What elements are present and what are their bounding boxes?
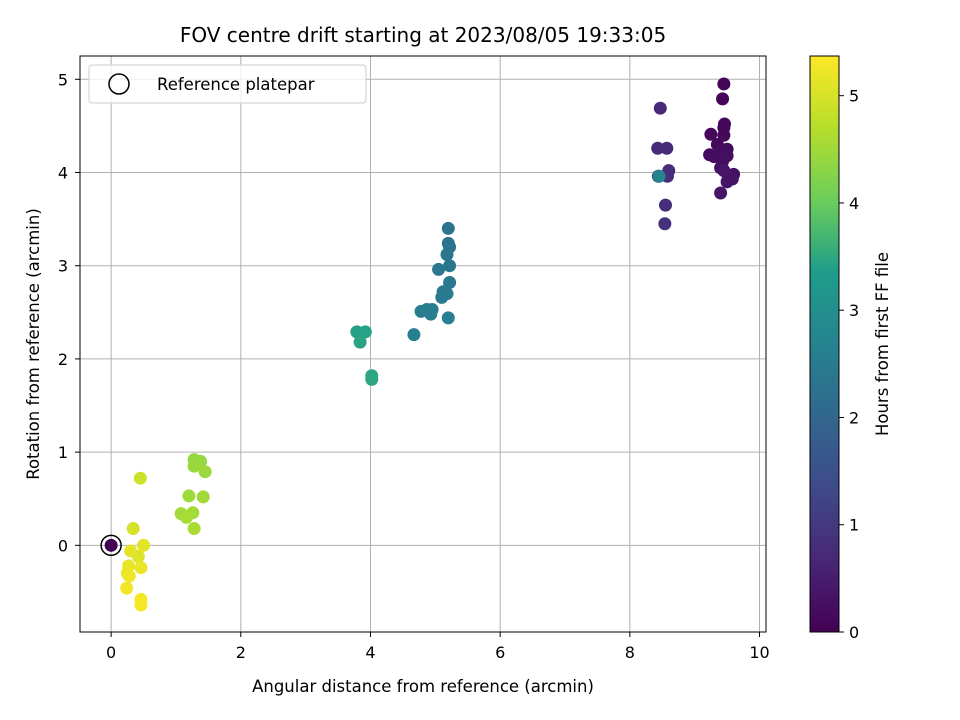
scatter-point	[179, 510, 193, 524]
scatter-point	[717, 164, 731, 178]
scatter-point	[137, 538, 151, 552]
x-tick-label: 2	[236, 643, 246, 662]
plot-frame	[79, 55, 767, 633]
scatter-point	[717, 128, 731, 142]
y-tick-label: 5	[58, 70, 68, 89]
x-tick-label: 4	[365, 643, 375, 662]
colorbar-tick-label: 4	[849, 194, 859, 213]
colorbar-tick-label: 2	[849, 408, 859, 427]
scatter-point	[651, 141, 665, 155]
scatter-point	[720, 175, 734, 189]
scatter-point	[443, 259, 457, 273]
scatter-point	[658, 217, 672, 231]
scatter-point	[104, 538, 118, 552]
legend: Reference platepar	[88, 64, 367, 104]
scatter-point	[133, 471, 147, 485]
scatter-point	[182, 489, 196, 503]
scatter-point	[365, 372, 379, 386]
colorbar-tick-label: 1	[849, 516, 859, 535]
grid	[80, 56, 766, 632]
x-tick-label: 10	[749, 643, 769, 662]
colorbar-ticks: 0 1 2 3 4 5	[839, 87, 859, 642]
y-tick-label: 3	[58, 257, 68, 276]
scatter-point	[432, 262, 446, 276]
y-axis-label: Rotation from reference (arcmin)	[24, 208, 43, 480]
y-tick-label: 4	[58, 164, 68, 183]
scatter-point	[443, 275, 457, 289]
scatter-point	[358, 325, 372, 339]
x-axis-label: Angular distance from reference (arcmin)	[252, 677, 594, 696]
data-points	[104, 77, 741, 612]
scatter-point	[704, 127, 718, 141]
y-axis-ticks: 0 1 2 3 4 5	[58, 70, 80, 555]
colorbar-tick-label: 0	[849, 623, 859, 642]
y-tick-label: 0	[58, 536, 68, 555]
scatter-point	[120, 581, 134, 595]
legend-marker	[108, 73, 130, 95]
scatter-point	[435, 290, 449, 304]
colorbar-label: Hours from first FF file	[873, 252, 892, 436]
scatter-point	[653, 101, 667, 115]
scatter-point	[716, 92, 730, 106]
scatter-point	[658, 198, 672, 212]
scatter-point	[652, 169, 666, 183]
chart-title: FOV centre drift starting at 2023/08/05 …	[180, 23, 666, 47]
colorbar	[809, 55, 840, 633]
x-tick-label: 0	[106, 643, 116, 662]
scatter-point	[424, 307, 438, 321]
y-tick-label: 2	[58, 350, 68, 369]
scatter-point	[196, 490, 210, 504]
scatter-point	[134, 598, 148, 612]
x-tick-label: 8	[625, 643, 635, 662]
x-axis-ticks: 0 2 4 6 8 10	[106, 632, 770, 662]
legend-box	[88, 64, 367, 104]
scatter-point	[124, 544, 138, 558]
y-tick-label: 1	[58, 443, 68, 462]
legend-label: Reference platepar	[157, 75, 315, 94]
scatter-point	[660, 141, 674, 155]
reference-marker	[100, 534, 122, 557]
scatter-point	[440, 248, 454, 262]
reference-platepar-marker	[100, 534, 122, 557]
scatter-point	[187, 459, 201, 473]
scatter-point	[198, 465, 212, 479]
scatter-point	[441, 221, 455, 235]
x-tick-label: 6	[495, 643, 505, 662]
scatter-point	[134, 561, 148, 575]
scatter-point	[441, 311, 455, 325]
colorbar-tick-label: 3	[849, 301, 859, 320]
scatter-point	[126, 522, 140, 536]
colorbar-tick-label: 5	[849, 87, 859, 106]
scatter-point	[187, 522, 201, 536]
scatter-point	[353, 335, 367, 349]
scatter-point	[407, 328, 421, 342]
scatter-point	[122, 569, 136, 583]
scatter-point	[717, 77, 731, 91]
scatter-point	[714, 186, 728, 200]
